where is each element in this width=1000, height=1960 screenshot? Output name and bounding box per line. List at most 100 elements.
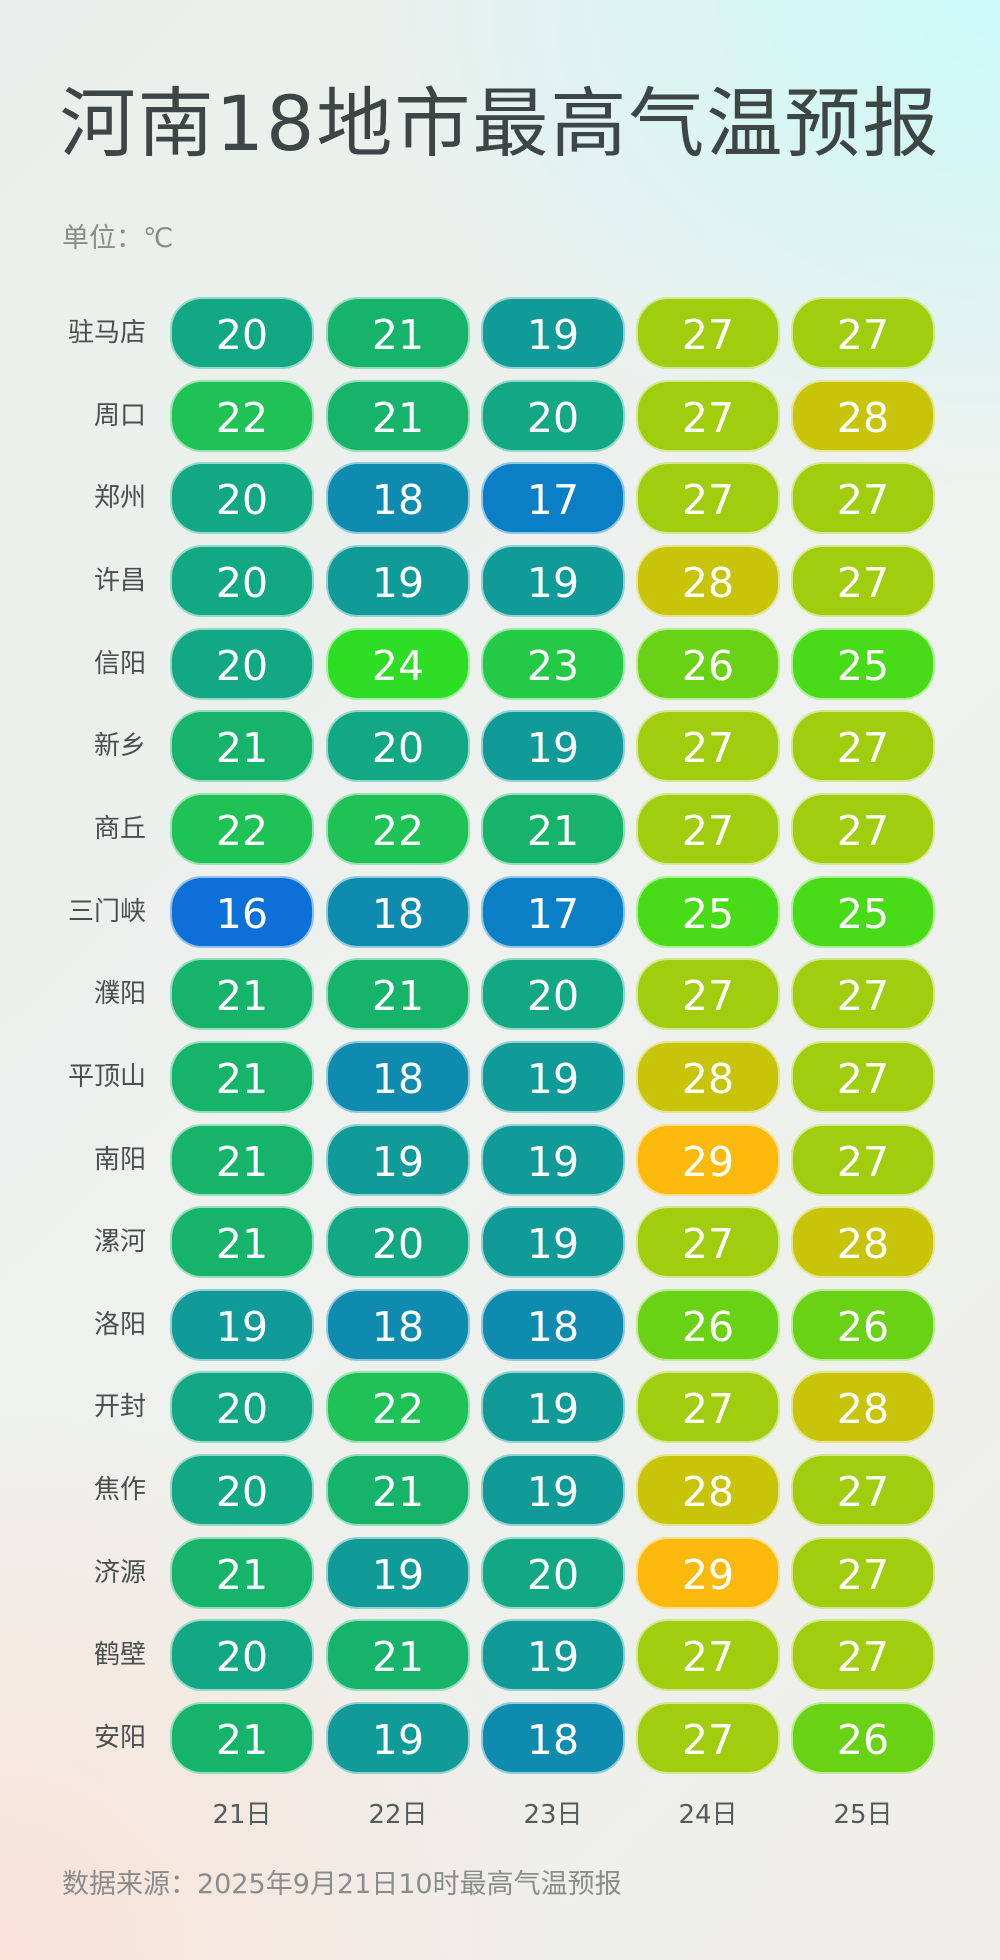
temperature-cell: 19 [481,1206,625,1278]
temperature-cell: 21 [170,958,314,1030]
temperature-cell: 28 [791,380,935,452]
temperature-cell: 27 [791,1537,935,1609]
temperature-cell: 21 [326,297,470,369]
temperature-cell: 21 [170,710,314,782]
temperature-cell: 28 [636,1041,780,1113]
city-label: 新乡 [93,731,146,761]
temperature-cell: 19 [326,1537,470,1609]
city-label: 鹤壁 [93,1640,146,1670]
temperature-cell: 20 [170,297,314,369]
temperature-cell: 28 [636,1454,780,1526]
unit-label: 单位：℃ [62,223,174,254]
temperature-cell: 27 [791,462,935,534]
temperature-cell: 27 [636,710,780,782]
city-label: 郑州 [93,483,146,513]
temperature-cell: 19 [481,1454,625,1526]
temperature-cell: 27 [636,1206,780,1278]
city-label: 开封 [93,1392,146,1422]
temperature-cell: 21 [170,1124,314,1196]
temperature-cell: 22 [170,380,314,452]
temperature-cell: 18 [326,876,470,948]
city-label: 濮阳 [93,979,146,1009]
temperature-cell: 19 [481,710,625,782]
temperature-cell: 21 [170,1702,314,1774]
temperature-cell: 27 [791,1041,935,1113]
temperature-cell: 25 [791,876,935,948]
day-label: 23日 [523,1800,583,1830]
temperature-cell: 22 [326,793,470,865]
temperature-cell: 21 [326,1619,470,1691]
temperature-cell: 22 [326,1371,470,1443]
day-label: 21日 [212,1800,272,1830]
temperature-cell: 19 [481,1124,625,1196]
temperature-cell: 27 [636,958,780,1030]
temperature-cell: 29 [636,1537,780,1609]
temperature-cell: 19 [481,545,625,617]
temperature-cell: 17 [481,876,625,948]
temperature-cell: 19 [170,1289,314,1361]
temperature-cell: 27 [636,1619,780,1691]
temperature-cell: 18 [481,1702,625,1774]
temperature-cell: 27 [791,1124,935,1196]
temperature-cell: 20 [170,1371,314,1443]
temperature-cell: 27 [636,1371,780,1443]
temperature-cell: 29 [636,1124,780,1196]
temperature-cell: 20 [326,1206,470,1278]
temperature-cell: 21 [326,958,470,1030]
temperature-cell: 18 [326,1289,470,1361]
temperature-cell: 27 [791,1619,935,1691]
temperature-cell: 18 [326,1041,470,1113]
temperature-cell: 27 [636,297,780,369]
temperature-cell: 19 [326,1124,470,1196]
temperature-cell: 25 [636,876,780,948]
city-label: 商丘 [93,814,146,844]
temperature-cell: 19 [326,545,470,617]
temperature-cell: 21 [326,380,470,452]
temperature-cell: 25 [791,628,935,700]
temperature-cell: 19 [481,1619,625,1691]
temperature-cell: 26 [791,1702,935,1774]
temperature-cell: 26 [636,1289,780,1361]
temperature-cell: 27 [791,793,935,865]
temperature-cell: 28 [791,1206,935,1278]
temperature-cell: 16 [170,876,314,948]
temperature-cell: 28 [791,1371,935,1443]
temperature-cell: 20 [481,1537,625,1609]
temperature-cell: 28 [636,545,780,617]
temperature-cell: 19 [481,1041,625,1113]
temperature-cell: 20 [170,545,314,617]
city-label: 漯河 [93,1227,146,1257]
city-label: 周口 [93,401,146,431]
city-label: 许昌 [93,566,146,596]
day-label: 22日 [368,1800,428,1830]
temperature-cell: 20 [170,628,314,700]
city-label: 南阳 [93,1145,146,1175]
temperature-cell: 20 [170,1619,314,1691]
temperature-cell: 24 [326,628,470,700]
temperature-cell: 19 [481,1371,625,1443]
day-label: 24日 [678,1800,738,1830]
temperature-cell: 20 [170,462,314,534]
city-label: 三门峡 [67,897,146,927]
city-label: 焦作 [93,1475,146,1505]
temperature-cell: 27 [791,297,935,369]
city-label: 驻马店 [67,318,146,348]
temperature-cell: 27 [791,710,935,782]
temperature-cell: 27 [636,793,780,865]
temperature-cell: 26 [791,1289,935,1361]
temperature-cell: 21 [326,1454,470,1526]
temperature-cell: 19 [481,297,625,369]
temperature-cell: 21 [170,1537,314,1609]
temperature-cell: 20 [481,958,625,1030]
city-label: 平顶山 [67,1062,146,1092]
temperature-cell: 20 [481,380,625,452]
temperature-cell: 20 [170,1454,314,1526]
temperature-cell: 21 [170,1206,314,1278]
temperature-cell: 21 [170,1041,314,1113]
temperature-cell: 19 [326,1702,470,1774]
temperature-cell: 27 [791,545,935,617]
page-title: 河南18地市最高气温预报 [59,79,941,168]
data-source-note: 数据来源：2025年9月21日10时最高气温预报 [62,1869,622,1900]
city-label: 洛阳 [93,1310,146,1340]
temperature-cell: 27 [636,380,780,452]
